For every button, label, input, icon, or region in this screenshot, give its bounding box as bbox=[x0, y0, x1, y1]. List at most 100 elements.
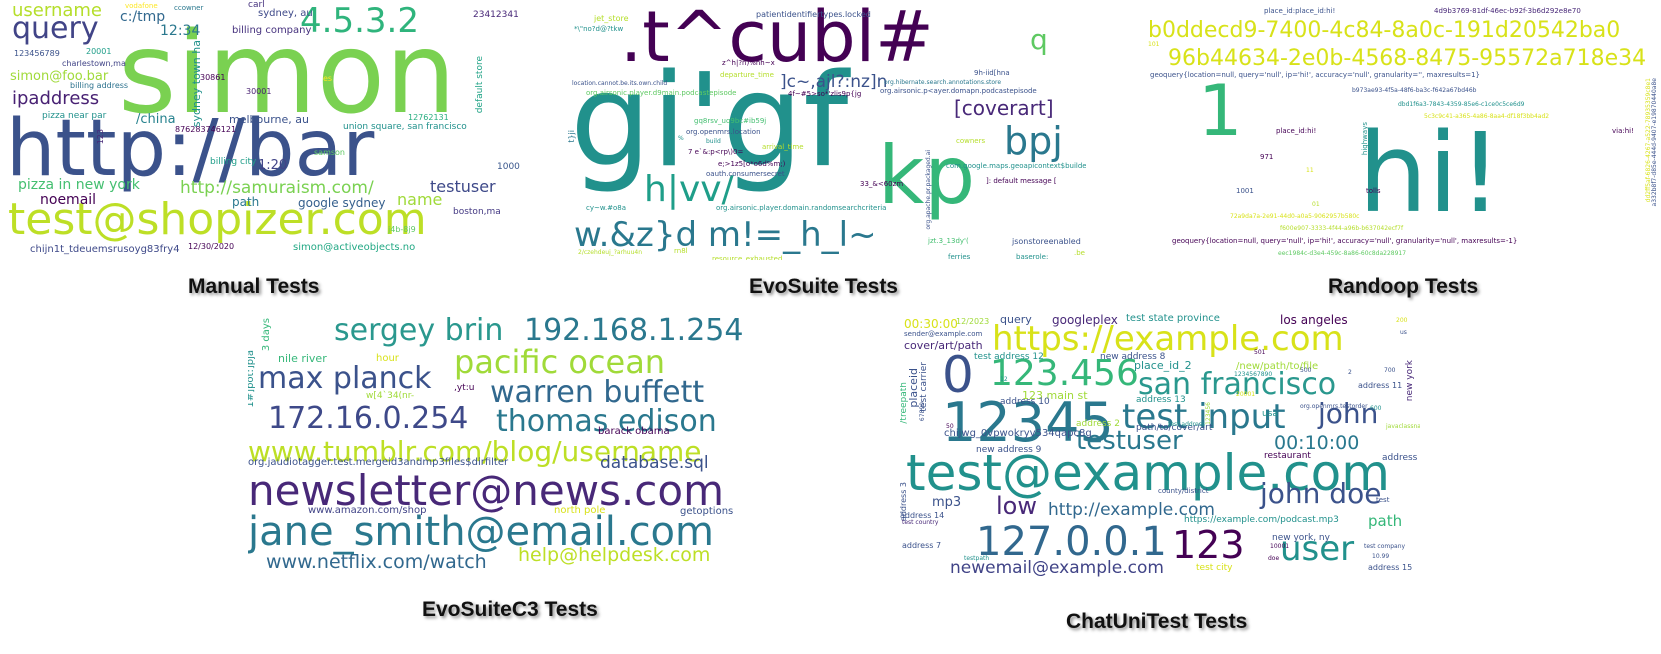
cloud-word: org.airsonic.player.domain.randomsearchc… bbox=[716, 204, 887, 212]
cloud-word: new york, ny bbox=[1272, 533, 1330, 543]
cloud-word: 9h-iid[hna bbox=[974, 69, 1010, 77]
caption-evosuite-tests: EvoSuite Tests bbox=[749, 275, 898, 298]
cloud-word: max planck bbox=[258, 361, 432, 396]
cloud-word: build bbox=[706, 138, 721, 145]
cloud-word: 127.0.0.1 bbox=[976, 519, 1167, 565]
cloud-word: sender@example.com bbox=[904, 330, 983, 338]
cloud-word: org.hibernate.search.annotations.store bbox=[884, 79, 1002, 86]
cloud-word: pizza in new york bbox=[18, 177, 140, 193]
cloud-word: sydney, au bbox=[258, 8, 313, 19]
cloud-word: w.&z}d m!=_h_l~ bbox=[574, 215, 877, 255]
cloud-word: 01 bbox=[1312, 201, 1320, 208]
cloud-word: 20001 bbox=[1236, 391, 1256, 398]
cloud-word: 971 bbox=[1260, 153, 1274, 161]
cloud-word: 3 days bbox=[261, 318, 272, 352]
cloud-word: default store bbox=[475, 56, 485, 114]
cloud-word: newemail@example.com bbox=[950, 558, 1164, 578]
cloud-word: 101 bbox=[1148, 41, 1160, 48]
cloud-word: 4f~#5>so*'zlis9p{jg bbox=[788, 90, 862, 98]
cloud-word: 72a9da7a-2e91-44d0-a0a5-9062957b580c bbox=[1230, 213, 1360, 220]
cloud-word: doe bbox=[1268, 555, 1280, 562]
cloud-word: help@helpdesk.com bbox=[518, 544, 711, 566]
cloud-word: www.amazon.com/shop bbox=[308, 505, 427, 516]
cloud-word: 172.16.0.254 bbox=[268, 401, 469, 436]
cloud-word: f600e907-3333-4f44-a96b-b637042ecf7f bbox=[1280, 225, 1404, 232]
cloud-word: address 7 bbox=[902, 541, 942, 550]
cloud-word: new address 9 bbox=[976, 445, 1042, 455]
cloud-word: e;>1z5[o*o6d%m;) bbox=[718, 160, 786, 168]
cloud-word: ]c~,ajl?:nz]n bbox=[780, 72, 888, 92]
cloud-word: 30001 bbox=[246, 87, 272, 96]
cloud-word: /treepath bbox=[900, 382, 909, 424]
cloud-word: address 10 bbox=[1000, 397, 1050, 407]
cloud-word: cover/art/path bbox=[904, 339, 983, 352]
cloud-word: org.airsonic.player.d9main.podcastepisod… bbox=[586, 89, 737, 97]
cloud-word: 12/2023 bbox=[956, 317, 990, 326]
cloud-word: gq8rsv_uq9bc#ib59j bbox=[694, 117, 767, 125]
cloud-word: billing city bbox=[210, 157, 257, 167]
cloud-word: testpath bbox=[964, 555, 990, 562]
cloud-word: 50 bbox=[946, 423, 954, 430]
wordcloud-evosuitec3-tests: sergey brin 192.168.1.254 pacific ocean … bbox=[248, 310, 788, 580]
cloud-word: via:hi! bbox=[1612, 127, 1634, 135]
cloud-word: com.google.maps.geoapicontext$builder bbox=[946, 162, 1086, 170]
cloud-word: address 13 bbox=[1136, 395, 1186, 405]
cloud-word: www.netflix.com/watch bbox=[266, 551, 487, 573]
cloud-word: http://example.com bbox=[1048, 500, 1215, 520]
cloud-word: low bbox=[996, 492, 1037, 520]
cloud-word: org.openmrs.location bbox=[686, 128, 761, 136]
cloud-word: 23412341 bbox=[473, 10, 519, 20]
cloud-word: query bbox=[12, 11, 99, 46]
cloud-word: 10001 bbox=[497, 162, 520, 172]
cloud-word: ccowner bbox=[174, 4, 204, 12]
cloud-word: eec1984c-d3e4-459c-8a86-60c8da228917 bbox=[1278, 250, 1407, 257]
cloud-word: 12:34 bbox=[160, 23, 201, 39]
cloud-word: q bbox=[1030, 23, 1048, 56]
cloud-word: test country bbox=[902, 519, 939, 526]
cloud-word: 00:10:00 bbox=[1274, 432, 1360, 454]
cloud-word: 12345 bbox=[942, 391, 1114, 454]
cloud-word: address 3 bbox=[900, 482, 908, 522]
cloud-word: jzt.3_13dy'( bbox=[928, 237, 969, 245]
cloud-word: 33_&<60zm bbox=[860, 180, 904, 188]
cloud-word: test@shopizer.com bbox=[8, 194, 427, 245]
cloud-word: jsonstoreenabled bbox=[1012, 237, 1081, 246]
cloud-word: geoquery{location=null, query='null', ip… bbox=[1172, 237, 1518, 245]
cloud-word: 1234567890 bbox=[1234, 371, 1273, 378]
cloud-word: 123456 bbox=[1205, 402, 1212, 425]
cloud-word: place_id_2 bbox=[1134, 359, 1192, 372]
cloud-word: 96b44634-2e0b-4568-8475-95572a718e34 bbox=[1168, 46, 1647, 71]
cloud-word: testuser bbox=[1076, 426, 1183, 456]
cloud-word: % bbox=[678, 135, 684, 142]
cloud-word: w[4`34(nr- bbox=[366, 391, 415, 401]
cloud-word: county/district bbox=[1158, 487, 1209, 495]
cloud-word: address 11 bbox=[1358, 381, 1403, 390]
cloud-word: 10001 bbox=[1270, 543, 1290, 550]
cloud-word: testuser bbox=[430, 177, 496, 196]
cloud-word: samson bbox=[314, 148, 345, 157]
cloud-word: address 5 bbox=[1382, 453, 1420, 463]
cloud-word: 2 bbox=[1348, 369, 1352, 376]
cloud-word: hour bbox=[376, 353, 399, 364]
cloud-word: *\"no?d@?tkw bbox=[574, 25, 624, 33]
cloud-word: place_id:place_id:hi! bbox=[1264, 7, 1336, 15]
cloud-word: 11 bbox=[1306, 167, 1314, 174]
cloud-word: simon@foo.bar bbox=[10, 69, 109, 84]
cloud-word: address 15 bbox=[1368, 563, 1413, 572]
cloud-word: 500 bbox=[1300, 367, 1312, 374]
cloud-word: 20001 bbox=[86, 47, 112, 56]
wordcloud-evosuite-tests: .t^cubl# gi'gf kp w.&z}d m!=_h_l~ h|vv/ … bbox=[566, 0, 1086, 260]
cloud-word: j4b-8j9 bbox=[388, 225, 416, 234]
cloud-word: kp bbox=[878, 129, 976, 222]
cloud-word: 12 bbox=[1000, 376, 1008, 383]
cloud-word: test address 12 bbox=[974, 352, 1044, 362]
cloud-word: nile river bbox=[278, 352, 327, 365]
cloud-word: restaurant bbox=[1264, 451, 1311, 461]
cloud-word: path bbox=[1368, 512, 1403, 530]
cloud-word: 7 e`&:p<rp\)0= bbox=[688, 148, 744, 156]
cloud-word: baserole: bbox=[1016, 253, 1049, 261]
cloud-word: john bbox=[1318, 397, 1379, 430]
cloud-word: mp3 bbox=[932, 495, 962, 510]
cloud-word: geoquery{location=null, query='null', ip… bbox=[1150, 71, 1480, 79]
cloud-word: dbd1f6a3-7843-4359-85e6-c1ce0c5ce6d9 bbox=[1398, 101, 1525, 108]
